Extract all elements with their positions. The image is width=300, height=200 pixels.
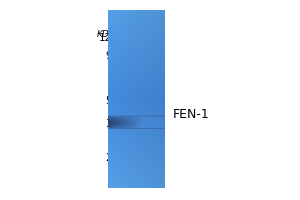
- Text: 27: 27: [105, 153, 118, 163]
- Text: 50: 50: [105, 96, 118, 106]
- Text: 90: 90: [105, 51, 118, 61]
- Text: KDa: KDa: [97, 30, 115, 39]
- Text: 39: 39: [105, 119, 118, 129]
- Text: FEN-1: FEN-1: [173, 108, 210, 121]
- Text: 120: 120: [98, 33, 118, 43]
